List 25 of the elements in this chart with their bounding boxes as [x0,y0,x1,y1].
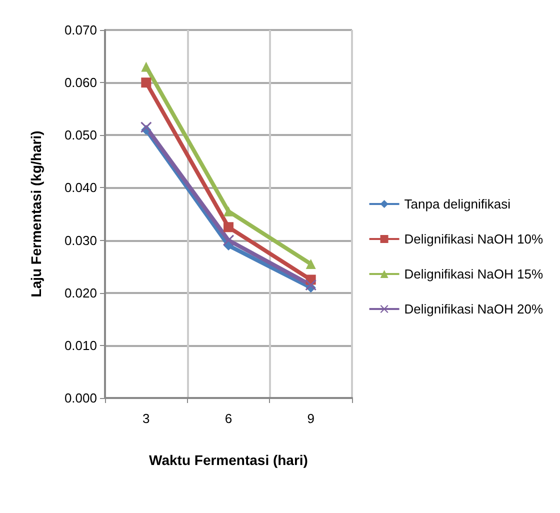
x-tick-label: 9 [307,411,314,426]
legend-label: Delignifikasi NaOH 15% [404,266,544,282]
point [141,78,152,88]
y-tick-label: 0.060 [64,75,97,90]
point [305,279,316,290]
legend-label: Delignifikasi NaOH 20% [404,302,544,316]
x-axis-title: Waktu Fermentasi (hari) [149,452,308,468]
point [223,234,234,246]
point [141,62,152,72]
point [224,206,234,216]
y-tick-label: 0.020 [64,285,97,300]
y-tick-label: 0.040 [64,180,97,196]
legend-label: Delignifikasi NaOH 10% [404,232,544,246]
y-axis-title: Laju Fermentasi (kg/hari) [28,130,44,298]
point [224,222,234,232]
x-tick-label: 3 [142,411,150,426]
y-tick-label: 0.050 [64,128,97,143]
x-tick-label: 6 [224,411,232,426]
point [140,122,152,133]
y-tick-label: 0.000 [64,390,97,406]
y-tick-label: 0.010 [64,338,97,353]
legend-label: Tanpa delignifikasi [404,196,511,212]
y-tick-label: 0.070 [64,22,97,38]
y-tick-label: 0.030 [64,232,97,248]
point [306,258,316,269]
